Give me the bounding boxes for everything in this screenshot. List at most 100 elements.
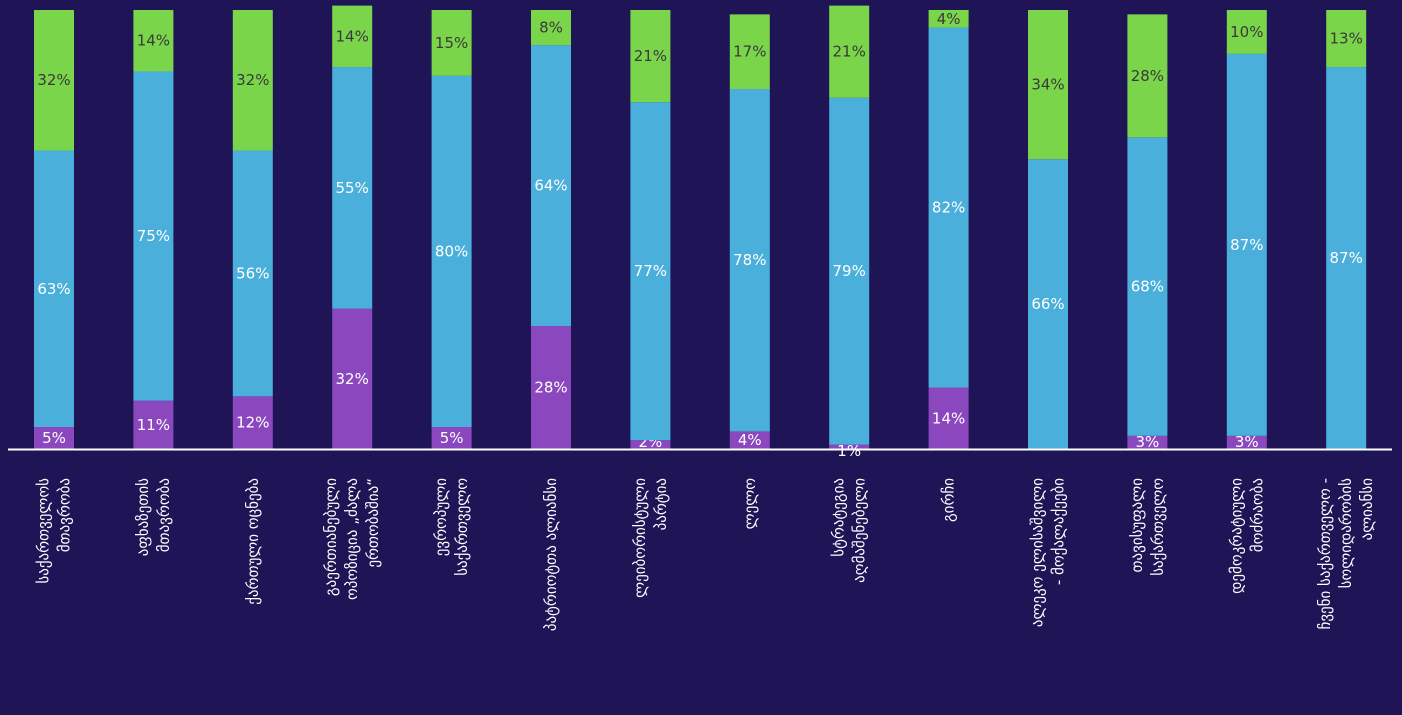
bar-segment-1-2 bbox=[133, 400, 174, 449]
category-label-12: თავისუფალი საქართველო bbox=[1128, 478, 1167, 576]
bar-segment-1-5 bbox=[431, 427, 472, 449]
bar-segment-3-5 bbox=[431, 10, 472, 76]
bar-segment-3-6 bbox=[531, 10, 571, 46]
category-label-13: დემოკრატიული მოძრაობა bbox=[1227, 478, 1266, 594]
data-label-2-14: 87% bbox=[1330, 249, 1363, 267]
category-label-line: პატრიოტთა ალიანსი bbox=[542, 478, 560, 631]
bar-segment-1-13 bbox=[1226, 435, 1267, 449]
category-label-line: გაერთიანებული bbox=[322, 478, 340, 596]
data-label-3-3: 32% bbox=[236, 71, 269, 89]
bar-segment-2-7 bbox=[630, 102, 671, 441]
bar-segment-3-8 bbox=[729, 14, 770, 90]
data-label-1-13: 3% bbox=[1235, 433, 1259, 451]
data-label-3-1: 32% bbox=[37, 71, 70, 89]
data-label-2-9: 79% bbox=[833, 262, 866, 280]
data-label-2-3: 56% bbox=[236, 264, 269, 282]
category-label-3: ქართული ოცნება bbox=[244, 478, 262, 605]
category-label-line: დემოკრატიული bbox=[1227, 478, 1245, 594]
data-label-1-9: 1% bbox=[837, 442, 861, 460]
category-label-line: საქართველოს bbox=[35, 478, 53, 584]
data-label-3-8: 17% bbox=[733, 43, 766, 61]
bar-segment-3-3 bbox=[232, 10, 273, 151]
data-label-1-4: 32% bbox=[336, 370, 369, 388]
category-label-line: მთავრობა bbox=[155, 478, 173, 552]
category-label-line: - მოქალაქეები bbox=[1050, 478, 1068, 585]
bar-segment-1-4 bbox=[332, 308, 373, 449]
bar-segment-2-4 bbox=[332, 67, 373, 309]
data-label-3-5: 15% bbox=[435, 34, 468, 52]
category-label-6: პატრიოტთა ალიანსი bbox=[542, 478, 560, 631]
bar-segment-1-8 bbox=[729, 431, 770, 449]
category-label-line: ალეკო ელისაშვილი bbox=[1029, 478, 1047, 627]
category-label-7: ლეიბორისტული პარტია bbox=[631, 478, 670, 598]
category-label-line: ჩვენი საქართველო - bbox=[1316, 478, 1334, 629]
bar-segment-3-2 bbox=[133, 10, 174, 72]
bar-segment-2-3 bbox=[232, 150, 273, 397]
bar-segment-3-4 bbox=[332, 5, 373, 68]
bar-segment-2-8 bbox=[729, 89, 770, 432]
data-label-2-1: 63% bbox=[37, 280, 70, 298]
category-label-9: სტრატეგია აღმაშენებელი bbox=[830, 478, 869, 583]
data-label-3-14: 13% bbox=[1330, 30, 1363, 48]
category-label-4: გაერთიანებული ოპოზიცია „ძალა ერთობაშია“ bbox=[322, 478, 382, 600]
category-label-line: სტრატეგია bbox=[830, 478, 848, 557]
bar-segment-3-7 bbox=[630, 10, 671, 103]
data-label-3-10: 4% bbox=[937, 10, 961, 28]
category-label-line: ლეიბორისტული bbox=[631, 478, 649, 598]
category-label-line: ლელო bbox=[741, 478, 759, 530]
bar-segment-3-13 bbox=[1226, 10, 1267, 54]
data-label-1-6: 28% bbox=[534, 379, 567, 397]
bar-segment-2-6 bbox=[531, 45, 571, 327]
data-label-3-2: 14% bbox=[137, 32, 170, 50]
category-label-line: აფხაზეთის bbox=[134, 478, 152, 556]
bar-segment-2-1 bbox=[34, 150, 74, 428]
data-label-2-4: 55% bbox=[336, 179, 369, 197]
category-label-line: ერთობაშია“ bbox=[364, 478, 382, 568]
data-label-3-11: 34% bbox=[1031, 76, 1064, 94]
data-label-1-3: 12% bbox=[236, 414, 269, 432]
category-label-line: გირჩი bbox=[940, 478, 958, 522]
bar-segment-3-12 bbox=[1127, 14, 1168, 138]
data-label-2-5: 80% bbox=[435, 242, 468, 260]
data-label-1-12: 3% bbox=[1136, 433, 1160, 451]
data-label-3-4: 14% bbox=[336, 27, 369, 45]
bar-segment-1-1 bbox=[34, 427, 74, 449]
category-label-line: ქართული ოცნება bbox=[244, 478, 262, 605]
category-label-line: სოლიდარობის bbox=[1337, 478, 1355, 589]
category-label-line: ალიანსი bbox=[1358, 478, 1376, 541]
category-label-line: პარტია bbox=[652, 478, 670, 530]
bar-segment-3-1 bbox=[34, 10, 74, 151]
data-label-2-7: 77% bbox=[634, 262, 667, 280]
bar-segment-2-13 bbox=[1226, 53, 1267, 436]
data-label-3-12: 28% bbox=[1131, 67, 1164, 85]
data-label-2-6: 64% bbox=[534, 177, 567, 195]
bar-segment-1-3 bbox=[232, 396, 273, 449]
category-label-line: თავისუფალი bbox=[1128, 478, 1146, 573]
bar-segment-2-5 bbox=[431, 75, 472, 428]
bar-segment-3-14 bbox=[1326, 10, 1367, 68]
data-label-1-5: 5% bbox=[440, 429, 464, 447]
category-label-line: ოპოზიცია „ძალა bbox=[343, 478, 361, 600]
bar-segment-1-10 bbox=[928, 387, 969, 449]
category-label-line: აღმაშენებელი bbox=[851, 478, 869, 583]
data-label-3-9: 21% bbox=[833, 43, 866, 61]
data-label-1-2: 11% bbox=[137, 416, 170, 434]
data-label-2-11: 66% bbox=[1031, 295, 1064, 313]
bar-segment-1-12 bbox=[1127, 435, 1168, 449]
bar-segment-1-9 bbox=[829, 444, 870, 449]
category-label-1: საქართველოს მთავრობა bbox=[35, 478, 74, 584]
category-label-10: გირჩი bbox=[940, 478, 958, 522]
category-label-2: აფხაზეთის მთავრობა bbox=[134, 478, 173, 556]
bar-segment-2-10 bbox=[928, 27, 969, 388]
category-label-8: ლელო bbox=[741, 478, 759, 530]
category-label-line: მთავრობა bbox=[56, 478, 74, 552]
data-label-2-12: 68% bbox=[1131, 278, 1164, 296]
bars-group: 5% 63% 32% 11% 75% 14% 12% 56% 32% 32% 55% 14% 5% 80%… bbox=[34, 5, 1367, 460]
category-labels-group: საქართველოს მთავრობა აფხაზეთის მთავრობა ქართ… bbox=[35, 478, 1377, 631]
data-label-3-7: 21% bbox=[634, 47, 667, 65]
data-label-1-8: 4% bbox=[738, 431, 762, 449]
category-label-line: ევროპული bbox=[432, 478, 450, 556]
category-label-11: ალეკო ელისაშვილი - მოქალაქეები bbox=[1029, 478, 1068, 627]
